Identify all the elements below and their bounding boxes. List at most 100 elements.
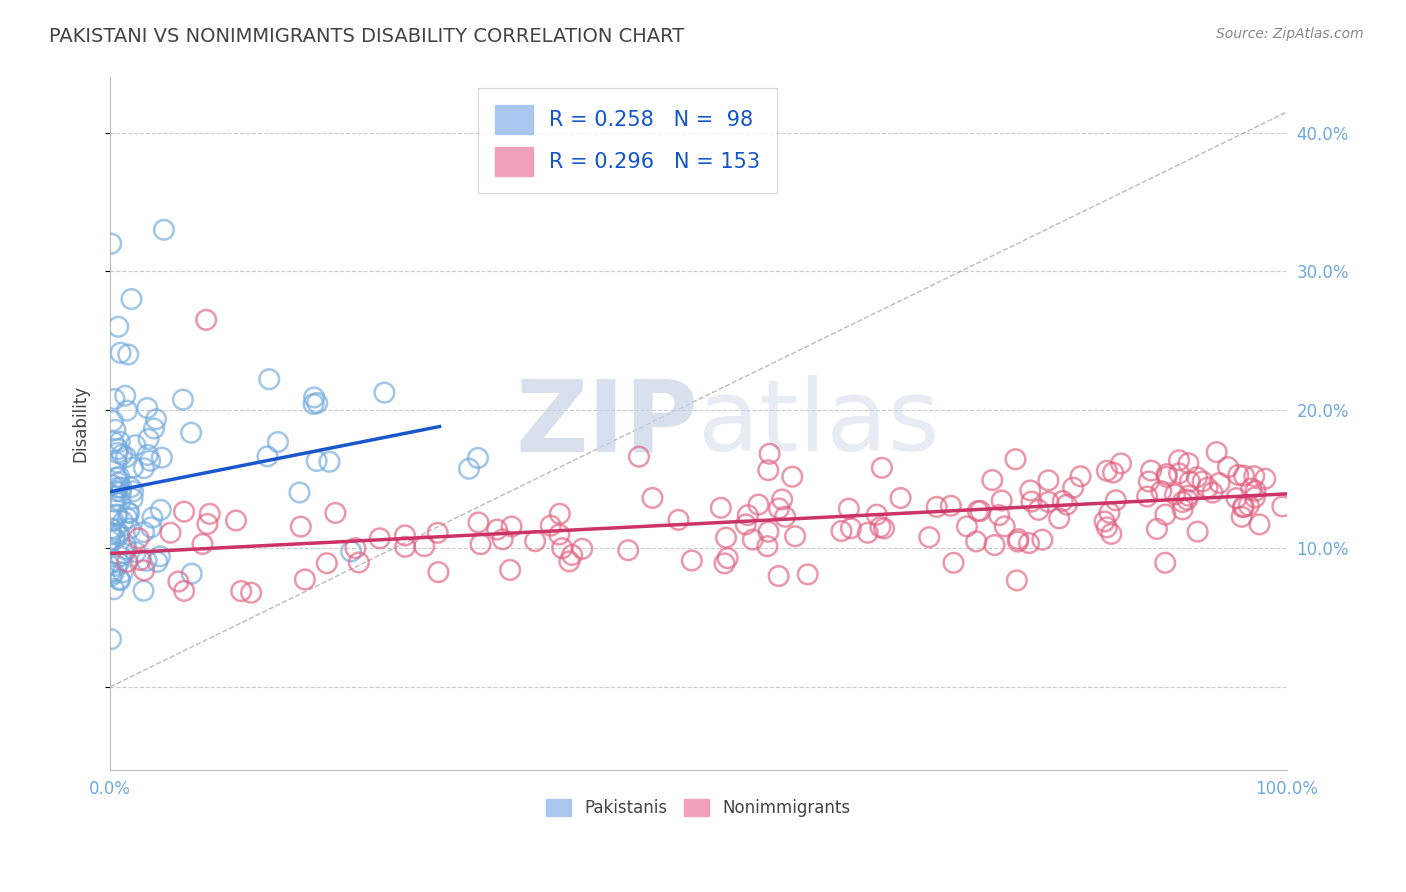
Point: [1028, 503, 1050, 517]
Point: [1021, 494, 1043, 508]
Point: [1154, 556, 1177, 570]
Point: [869, 520, 891, 534]
Point: [1109, 457, 1132, 471]
Point: [710, 500, 733, 515]
Point: [758, 447, 780, 461]
Point: [100, 565, 122, 579]
Point: [103, 513, 125, 527]
Point: [747, 498, 769, 512]
Point: [1240, 482, 1263, 496]
Point: [159, 525, 181, 540]
Point: [1005, 574, 1028, 588]
Point: [1232, 500, 1254, 515]
Point: [135, 554, 157, 568]
Point: [105, 484, 128, 499]
Point: [734, 517, 756, 532]
Point: [100, 632, 122, 647]
Point: [107, 528, 129, 542]
Point: [1154, 508, 1177, 522]
Point: [548, 507, 571, 521]
Point: [108, 572, 131, 586]
Point: [1102, 466, 1125, 480]
Point: [107, 481, 129, 495]
Point: [256, 450, 278, 464]
Point: [117, 511, 139, 525]
Point: [394, 540, 416, 554]
Point: [1243, 469, 1265, 483]
Point: [105, 456, 128, 470]
Point: [104, 532, 127, 546]
Point: [756, 463, 779, 477]
Point: [198, 507, 221, 521]
Point: [470, 537, 492, 551]
Point: [117, 505, 139, 519]
Point: [458, 462, 481, 476]
Point: [965, 534, 987, 549]
Point: [368, 532, 391, 546]
Point: [225, 514, 247, 528]
Point: [132, 461, 155, 475]
Point: [153, 223, 176, 237]
Point: [173, 583, 195, 598]
Point: [111, 448, 134, 462]
Point: [413, 539, 436, 553]
Point: [1052, 494, 1074, 508]
Point: [110, 484, 132, 499]
Point: [1156, 467, 1178, 482]
Point: [305, 454, 328, 468]
Point: [197, 516, 219, 531]
Point: [146, 555, 169, 569]
Point: [118, 522, 141, 536]
Point: [103, 434, 125, 449]
Point: [756, 539, 779, 553]
Point: [1233, 468, 1256, 483]
Point: [101, 414, 124, 428]
Point: [524, 534, 547, 549]
Point: [942, 556, 965, 570]
Point: [796, 567, 818, 582]
Point: [1271, 500, 1294, 514]
Point: [426, 525, 449, 540]
Point: [838, 501, 860, 516]
Point: [128, 531, 150, 545]
Point: [1094, 515, 1116, 529]
Point: [1007, 534, 1029, 549]
Point: [145, 412, 167, 426]
Point: [956, 519, 979, 533]
Point: [918, 530, 941, 544]
Text: atlas: atlas: [699, 376, 941, 472]
Point: [122, 484, 145, 499]
Point: [173, 505, 195, 519]
Point: [1070, 469, 1092, 483]
Point: [717, 551, 740, 566]
Point: [107, 442, 129, 456]
Point: [129, 553, 152, 567]
Point: [988, 508, 1011, 523]
Point: [1031, 533, 1053, 547]
Point: [167, 574, 190, 589]
Point: [540, 518, 562, 533]
Point: [139, 520, 162, 534]
Point: [990, 493, 1012, 508]
Point: [344, 541, 367, 555]
Point: [103, 392, 125, 406]
Point: [1146, 522, 1168, 536]
Point: [149, 549, 172, 564]
Point: [770, 492, 793, 507]
Point: [1237, 499, 1260, 513]
Point: [117, 347, 139, 361]
Point: [1137, 475, 1160, 489]
Point: [1225, 491, 1247, 505]
Point: [115, 450, 138, 464]
Point: [617, 543, 640, 558]
Point: [115, 555, 138, 569]
Point: [492, 533, 515, 547]
Point: [138, 432, 160, 446]
Point: [110, 549, 132, 564]
Point: [105, 508, 128, 522]
Point: [830, 524, 852, 538]
Point: [1175, 492, 1198, 507]
Point: [1099, 526, 1122, 541]
Point: [100, 236, 122, 251]
Point: [307, 396, 329, 410]
